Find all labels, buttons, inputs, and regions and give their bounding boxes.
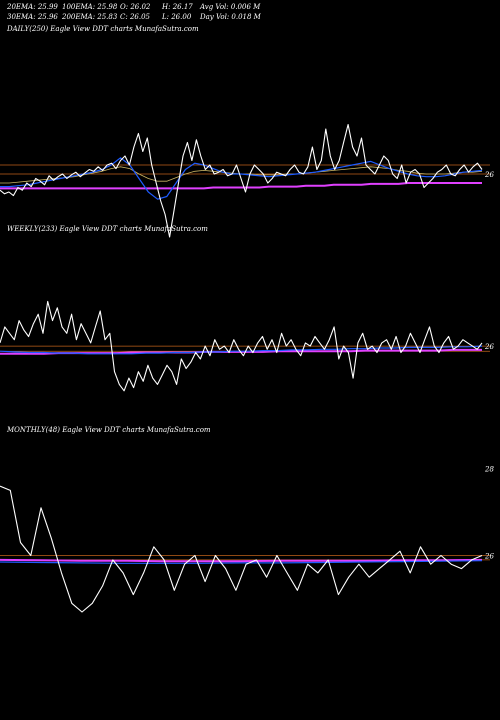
stat-high: H: 26.17	[162, 3, 193, 11]
monthly-ema_fast-line	[0, 560, 483, 564]
stat-100ema: 100EMA: 25.98	[62, 3, 118, 11]
monthly-tick-label: 26	[484, 553, 494, 561]
stat-open: O: 26.02	[120, 3, 151, 11]
stat-30ema: 30EMA: 25.96	[7, 13, 58, 21]
daily-panel-label: DAILY(250) Eagle View DDT charts MunafaS…	[7, 25, 199, 33]
weekly-ema_fast-line	[0, 345, 483, 355]
weekly-tick-label: 26	[484, 343, 494, 351]
daily-ema_fast-line	[0, 157, 483, 200]
daily-tick-label: 26	[484, 171, 494, 179]
monthly-panel-label: MONTHLY(48) Eagle View DDT charts Munafa…	[7, 426, 211, 434]
stat-20ema: 20EMA: 25.99	[7, 3, 58, 11]
stat-low: L: 26.00	[162, 13, 192, 21]
monthly-ema_long-line	[0, 558, 483, 563]
monthly-price-line	[0, 485, 483, 613]
weekly-panel-label: WEEKLY(233) Eagle View DDT charts Munafa…	[7, 225, 208, 233]
monthly-tick-label: 28	[484, 466, 494, 474]
stat-day-vol: Day Vol: 0.018 M	[200, 13, 261, 21]
stat-avg-vol: Avg Vol: 0.006 M	[200, 3, 261, 11]
daily-ema_long-line	[0, 182, 482, 190]
daily-price-line	[0, 123, 483, 238]
stat-close: C: 26.05	[120, 13, 150, 21]
stat-200ema: 200EMA: 25.83	[62, 13, 118, 21]
weekly-price-line	[0, 300, 483, 392]
